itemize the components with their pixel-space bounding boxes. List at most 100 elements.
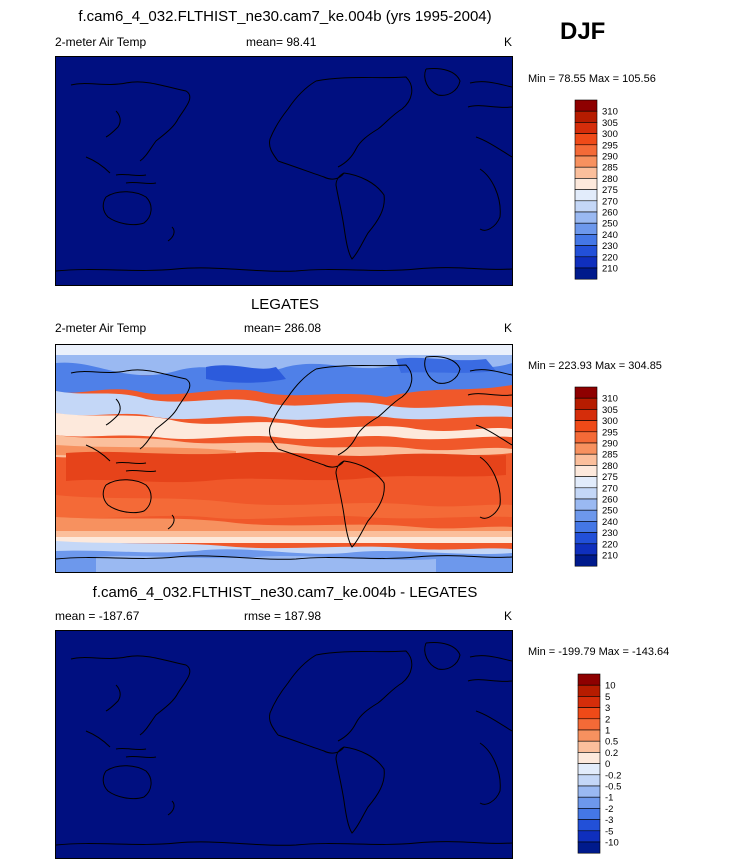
colorbar-swatch: [577, 774, 601, 787]
coastline: [70, 655, 191, 736]
colorbar-swatch: [577, 796, 601, 809]
colorbar-swatch: [574, 487, 598, 500]
panel-1-right-label: K: [504, 35, 513, 49]
colorbar-swatch: [574, 122, 598, 134]
coastline: [467, 81, 512, 231]
coastline: [335, 460, 385, 548]
colorbar-tick-label: -0.5: [605, 782, 621, 793]
colorbar-tick-label: 305: [602, 118, 618, 129]
colorbar-tick-label: -5: [605, 826, 613, 837]
panel-2-minmax: Min = 223.93 Max = 304.85: [528, 360, 662, 372]
colorbar-swatch: [574, 155, 598, 168]
colorbar-swatch: [574, 420, 598, 433]
coastline: [70, 81, 191, 162]
colorbar-swatch: [577, 673, 601, 686]
colorbar-swatch: [574, 267, 598, 280]
coastline: [424, 68, 461, 96]
colorbar-tick-label: 300: [602, 416, 618, 427]
colorbar-swatch: [577, 808, 601, 820]
coastline: [85, 444, 157, 473]
panel-3-colorbar: 10 5 3 2 1 0.5 0.2 0 -0.2 -0.5 -1 -2 -3 -5 -10: [577, 673, 638, 861]
panel-1-title: f.cam6_4_032.FLTHIST_ne30.cam7_ke.004b (…: [78, 8, 492, 25]
coastline: [277, 160, 345, 180]
colorbar-tick-label: 275: [602, 472, 618, 483]
colorbar-tick-label: 240: [602, 230, 618, 241]
colorbar-tick-label: -0.2: [605, 770, 621, 781]
coastline: [70, 369, 191, 450]
colorbar-swatch: [577, 740, 601, 753]
colorbar-swatch: [574, 554, 598, 567]
colorbar-tick-label: -3: [605, 815, 613, 826]
colorbar-swatch: [577, 785, 601, 798]
coastline: [269, 654, 317, 736]
colorbar-swatch: [574, 222, 598, 235]
coastline: [467, 369, 512, 519]
colorbar-tick-label: 220: [602, 539, 618, 550]
colorbar-tick-label: 220: [602, 252, 618, 263]
coastline: [424, 356, 461, 384]
colorbar-swatch: [574, 110, 598, 123]
colorbar-swatch: [577, 752, 601, 764]
panel-3-map: [55, 630, 513, 859]
colorbar-swatch: [574, 442, 598, 455]
panel-3-center-label: rmse = 187.98: [244, 609, 322, 623]
colorbar-tick-label: 260: [602, 495, 618, 506]
colorbar-swatch: [574, 431, 598, 444]
colorbar-tick-label: 0: [605, 759, 610, 770]
panel-1-coastlines: [56, 68, 512, 272]
colorbar-swatch: [577, 729, 601, 742]
colorbar-swatch: [574, 234, 598, 246]
coastline: [269, 368, 317, 450]
coastline: [315, 76, 413, 168]
colorbar-swatch: [574, 386, 598, 399]
colorbar-tick-label: 1: [605, 726, 610, 737]
colorbar-tick-label: 280: [602, 461, 618, 472]
colorbar-swatch: [574, 476, 598, 489]
colorbar-swatch: [574, 409, 598, 421]
coastline: [315, 650, 413, 742]
colorbar-swatch: [577, 763, 601, 776]
colorbar-swatch: [574, 397, 598, 410]
coastline: [167, 226, 175, 242]
colorbar-swatch: [574, 498, 598, 511]
coastline: [56, 267, 512, 272]
colorbar-swatch: [574, 144, 598, 157]
colorbar-tick-label: 285: [602, 163, 618, 174]
colorbar-tick-label: 10: [605, 681, 616, 692]
colorbar-swatch: [577, 707, 601, 720]
coastline: [467, 655, 512, 805]
colorbar-tick-label: 250: [602, 219, 618, 230]
coastline: [105, 684, 121, 712]
colorbar-tick-label: 3: [605, 703, 610, 714]
colorbar-tick-label: 290: [602, 152, 618, 163]
panel-2-title: LEGATES: [250, 296, 320, 313]
colorbar-tick-label: 285: [602, 450, 618, 461]
colorbar-tick-label: 240: [602, 517, 618, 528]
colorbar-tick-label: -2: [605, 804, 613, 815]
panel-3-left-label: mean = -187.67: [55, 609, 140, 623]
panel-1-map: [55, 56, 513, 286]
colorbar-swatch: [577, 718, 601, 731]
colorbar-swatch: [574, 543, 598, 556]
coastline: [102, 765, 152, 800]
coastline: [102, 191, 152, 226]
coastline: [277, 734, 345, 754]
colorbar-tick-label: 210: [602, 264, 618, 275]
colorbar-swatch: [574, 453, 598, 466]
colorbar-tick-label: 310: [602, 107, 618, 118]
season-label: DJF: [560, 18, 606, 45]
coastline: [335, 172, 385, 260]
colorbar-tick-label: 0.2: [605, 748, 618, 759]
panel-2-map: [55, 344, 513, 573]
panel-1-colorbar: 310 305 300 295 290 285 280 275 270 260 250 240 230 2…: [574, 99, 635, 287]
coastline: [85, 156, 157, 185]
colorbar-swatch: [574, 211, 598, 224]
colorbar-swatch: [577, 696, 601, 708]
panel-2-center-label: mean= 286.08: [244, 321, 322, 335]
colorbar-swatch: [574, 200, 598, 213]
colorbar-tick-label: 295: [602, 427, 618, 438]
colorbar-swatch: [574, 465, 598, 477]
coastline: [167, 514, 175, 530]
panel-3-minmax: Min = -199.79 Max = -143.64: [528, 646, 670, 658]
colorbar-tick-label: 310: [602, 394, 618, 405]
